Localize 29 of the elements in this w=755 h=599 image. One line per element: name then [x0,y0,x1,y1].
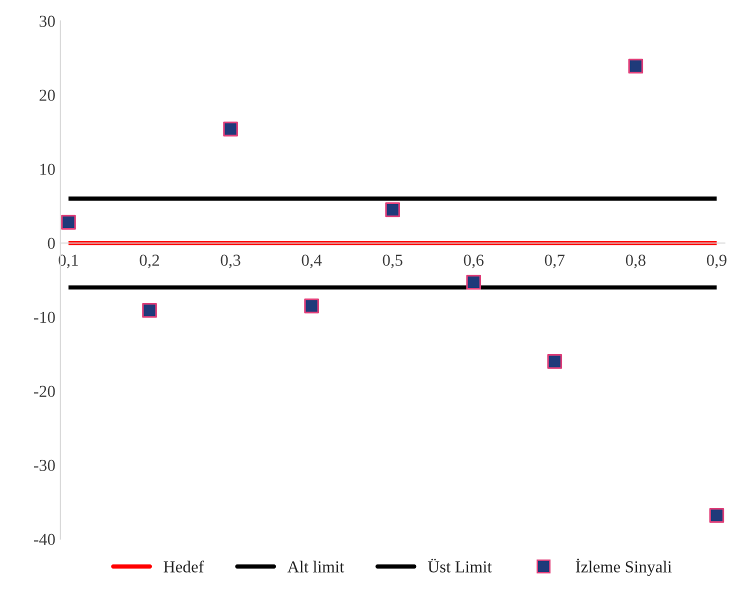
x-tick-label: 0,2 [140,254,160,268]
x-tick-label: 0,3 [220,254,240,268]
point [547,354,562,369]
x-tick-label: 0,7 [544,254,565,268]
x-tick-label: 0,6 [464,254,484,268]
y-tick-label: 10 [40,164,55,175]
point [385,202,400,218]
legend-label: Üst Limit [428,558,492,572]
point [61,214,76,230]
y-tick-label: 20 [40,90,55,101]
legend-label: Hedef [164,560,204,572]
point [142,302,157,318]
point [628,58,644,74]
y-tick-label: -10 [34,312,55,323]
x-tick-label: 0,5 [382,254,402,268]
point [304,298,319,314]
x-tick-label: 0,9 [706,254,726,268]
y-tick-label: 30 [40,16,55,27]
y-tick-label: -20 [34,386,55,398]
y-tick-label: -30 [34,460,55,472]
point [223,122,238,136]
point [466,274,482,290]
legend-label: Alt limit [287,560,344,572]
x-tick-label: 0,8 [626,254,646,268]
y-tick-label: -40 [34,534,55,546]
legend-label: İzleme Sinyali [576,558,672,576]
x-tick-label: 0,4 [302,254,322,268]
point [709,508,724,523]
y-tick-label: 0 [48,238,55,249]
